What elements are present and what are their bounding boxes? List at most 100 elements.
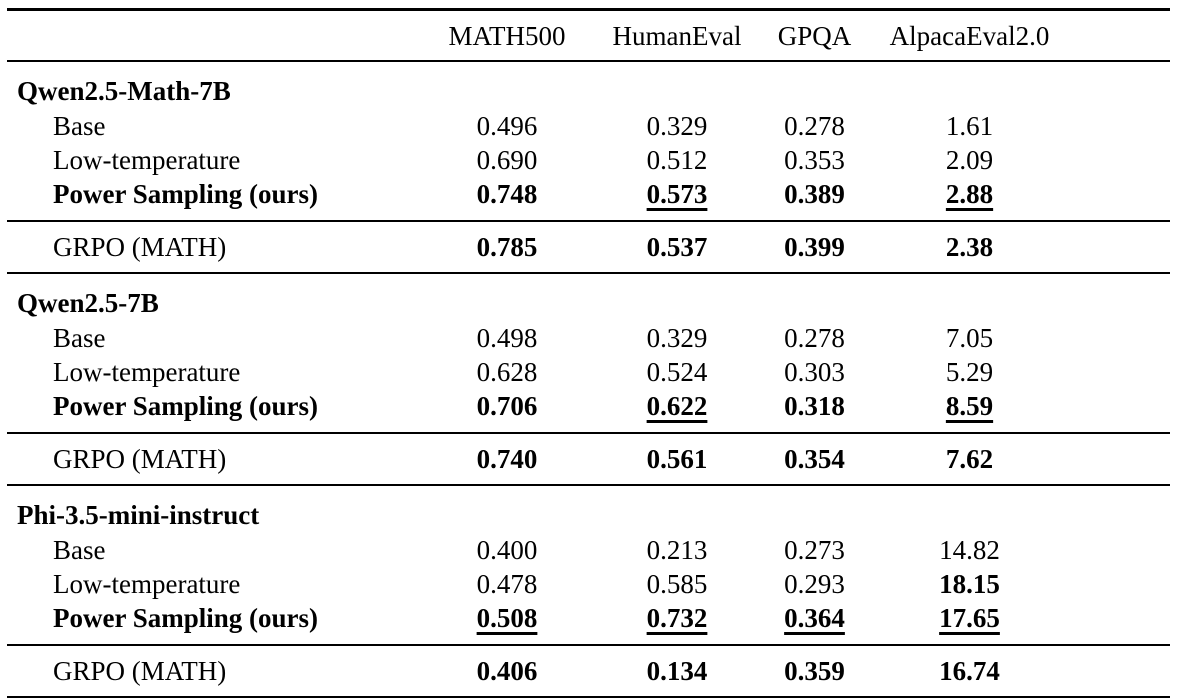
row-label: GRPO (MATH) <box>53 232 227 262</box>
cell-humaneval: 0.537 <box>646 232 708 262</box>
spacer-cell <box>1077 567 1170 601</box>
cell-humaneval: 0.561 <box>646 444 708 474</box>
cell-alpacaeval: 17.65 <box>939 603 1000 633</box>
cell-math500: 0.748 <box>476 179 538 209</box>
spacer-cell <box>1077 433 1170 485</box>
row-label: GRPO (MATH) <box>53 444 227 474</box>
cell-alpacaeval: 7.62 <box>945 444 994 474</box>
cell-gpqa: 0.364 <box>784 603 845 633</box>
row-label: Low-temperature <box>53 569 241 599</box>
row-label: Power Sampling (ours) <box>53 603 319 633</box>
row-label: Low-temperature <box>53 357 241 387</box>
cell-gpqa: 0.273 <box>784 535 845 565</box>
model-name: Qwen2.5-Math-7B <box>17 76 231 106</box>
header-empty-cell <box>7 10 427 62</box>
cell-gpqa: 0.278 <box>784 111 845 141</box>
spacer-cell <box>1077 109 1170 143</box>
cell-math500: 0.628 <box>476 357 538 387</box>
spacer-cell <box>1077 389 1170 433</box>
model-name: Qwen2.5-7B <box>17 288 159 318</box>
table-row: Base 0.400 0.213 0.273 14.82 <box>7 533 1170 567</box>
cell-humaneval: 0.585 <box>646 569 708 599</box>
cell-alpacaeval: 2.09 <box>945 145 994 175</box>
grpo-row: GRPO (MATH) 0.740 0.561 0.354 7.62 <box>7 433 1170 485</box>
col-header-humaneval: HumanEval <box>612 20 742 51</box>
cell-math500: 0.406 <box>476 656 538 686</box>
cell-math500: 0.478 <box>476 569 538 599</box>
model-row: Qwen2.5-7B <box>7 273 1170 321</box>
cell-alpacaeval: 1.61 <box>945 111 994 141</box>
section-phi-35-mini-instruct: Phi-3.5-mini-instruct Base 0.400 0.213 0… <box>7 485 1170 698</box>
cell-humaneval: 0.329 <box>646 111 708 141</box>
cell-gpqa: 0.303 <box>784 357 845 387</box>
grpo-row: GRPO (MATH) 0.785 0.537 0.399 2.38 <box>7 221 1170 273</box>
cell-gpqa: 0.389 <box>784 179 845 209</box>
cell-math500: 0.740 <box>476 444 538 474</box>
table-row: Low-temperature 0.628 0.524 0.303 5.29 <box>7 355 1170 389</box>
col-header-gpqa: GPQA <box>777 20 852 51</box>
row-label: Power Sampling (ours) <box>53 391 319 421</box>
spacer-cell <box>1077 601 1170 645</box>
cell-math500: 0.785 <box>476 232 538 262</box>
spacer-cell <box>1077 221 1170 273</box>
cell-humaneval: 0.573 <box>646 179 708 209</box>
cell-math500: 0.690 <box>476 145 538 175</box>
spacer-cell <box>1077 177 1170 221</box>
results-table: MATH500 HumanEval GPQA AlpacaEval2.0 Qwe… <box>7 8 1170 698</box>
cell-alpacaeval: 5.29 <box>945 357 994 387</box>
cell-gpqa: 0.293 <box>784 569 845 599</box>
table-row: Power Sampling (ours) 0.706 0.622 0.318 … <box>7 389 1170 433</box>
cell-gpqa: 0.399 <box>784 232 845 262</box>
cell-gpqa: 0.278 <box>784 323 845 353</box>
row-label: Power Sampling (ours) <box>53 179 319 209</box>
cell-math500: 0.400 <box>476 535 538 565</box>
table-row: Base 0.496 0.329 0.278 1.61 <box>7 109 1170 143</box>
table-row: Power Sampling (ours) 0.508 0.732 0.364 … <box>7 601 1170 645</box>
cell-math500: 0.498 <box>476 323 538 353</box>
cell-alpacaeval: 7.05 <box>945 323 994 353</box>
row-label: GRPO (MATH) <box>53 656 227 686</box>
table-header: MATH500 HumanEval GPQA AlpacaEval2.0 <box>7 9 1170 62</box>
row-label: Base <box>53 111 106 141</box>
cell-gpqa: 0.318 <box>784 391 845 421</box>
cell-gpqa: 0.359 <box>784 656 845 686</box>
model-row: Phi-3.5-mini-instruct <box>7 485 1170 533</box>
table-row: Base 0.498 0.329 0.278 7.05 <box>7 321 1170 355</box>
spacer-cell <box>1077 143 1170 177</box>
cell-humaneval: 0.622 <box>646 391 708 421</box>
row-label: Base <box>53 535 106 565</box>
spacer-cell <box>1077 645 1170 698</box>
cell-humaneval: 0.524 <box>646 357 708 387</box>
section-qwen25-math-7b: Qwen2.5-Math-7B Base 0.496 0.329 0.278 1… <box>7 61 1170 273</box>
row-label: Low-temperature <box>53 145 241 175</box>
cell-alpacaeval: 2.88 <box>945 179 994 209</box>
cell-humaneval: 0.512 <box>646 145 708 175</box>
model-name: Phi-3.5-mini-instruct <box>17 500 260 530</box>
cell-alpacaeval: 8.59 <box>945 391 994 421</box>
table-row: Low-temperature 0.690 0.512 0.353 2.09 <box>7 143 1170 177</box>
cell-math500: 0.706 <box>476 391 538 421</box>
cell-gpqa: 0.353 <box>784 145 845 175</box>
spacer-cell <box>1077 321 1170 355</box>
cell-math500: 0.496 <box>476 111 538 141</box>
cell-math500: 0.508 <box>476 603 538 633</box>
cell-humaneval: 0.329 <box>646 323 708 353</box>
cell-humaneval: 0.732 <box>646 603 708 633</box>
cell-gpqa: 0.354 <box>784 444 845 474</box>
row-label: Base <box>53 323 106 353</box>
spacer-cell <box>1077 355 1170 389</box>
table-row: Low-temperature 0.478 0.585 0.293 18.15 <box>7 567 1170 601</box>
grpo-row: GRPO (MATH) 0.406 0.134 0.359 16.74 <box>7 645 1170 698</box>
cell-alpacaeval: 18.15 <box>939 569 1000 599</box>
table-row: Power Sampling (ours) 0.748 0.573 0.389 … <box>7 177 1170 221</box>
header-row: MATH500 HumanEval GPQA AlpacaEval2.0 <box>7 9 1170 62</box>
cell-alpacaeval: 16.74 <box>939 656 1000 686</box>
model-row: Qwen2.5-Math-7B <box>7 61 1170 109</box>
cell-alpacaeval: 14.82 <box>939 535 1000 565</box>
cell-humaneval: 0.213 <box>646 535 708 565</box>
cell-alpacaeval: 2.38 <box>945 232 994 262</box>
spacer-cell <box>1077 533 1170 567</box>
col-header-math500: MATH500 <box>448 20 566 51</box>
header-spacer-cell <box>1077 10 1170 62</box>
